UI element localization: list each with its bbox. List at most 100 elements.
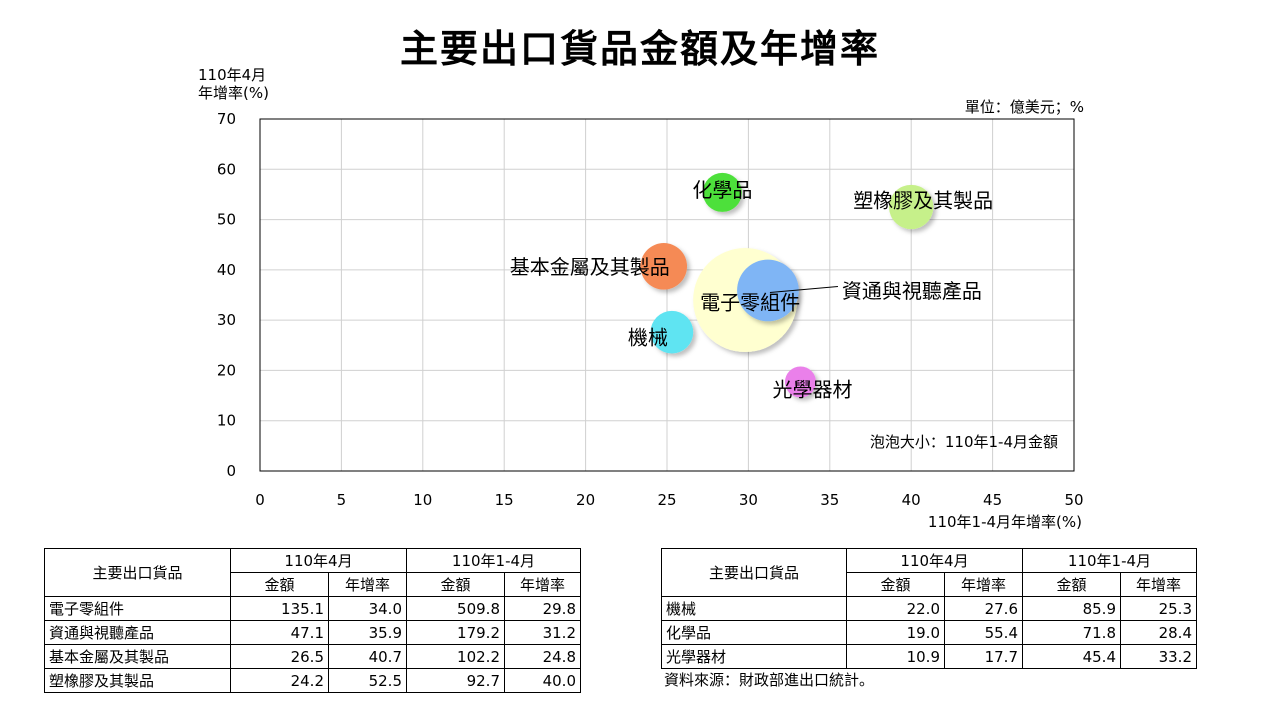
x-tick-label: 30	[739, 491, 758, 509]
y-tick-label: 60	[217, 160, 236, 178]
product-name-cell: 資通與視聽產品	[44, 620, 231, 645]
bubble-label: 光學器材	[772, 377, 852, 401]
y-tick-label: 0	[226, 462, 236, 480]
month-growth-cell: 52.5	[328, 668, 407, 693]
ytd-growth-cell: 31.2	[504, 620, 581, 645]
x-tick-label: 35	[820, 491, 839, 509]
table-row: 基本金屬及其製品 26.5 40.7 102.2 24.8	[44, 644, 581, 669]
x-tick-label: 10	[413, 491, 432, 509]
bubble	[702, 172, 742, 212]
month-growth-cell: 40.7	[328, 644, 407, 669]
bubble-label: 基本金屬及其製品	[510, 255, 670, 279]
table-right-col-growth: 年增率	[1120, 572, 1197, 597]
month-amount-cell: 135.1	[230, 596, 329, 621]
product-name-cell: 基本金屬及其製品	[44, 644, 231, 669]
table-left-col-growth: 年增率	[504, 572, 581, 597]
table-right-header-name: 主要出口貨品	[661, 548, 847, 597]
ytd-amount-cell: 85.9	[1022, 596, 1121, 621]
y-tick-label: 20	[217, 361, 236, 379]
y-axis-label-line2: 年增率(%)	[198, 84, 269, 102]
ytd-amount-cell: 179.2	[406, 620, 505, 645]
table-left-col-growth: 年增率	[328, 572, 407, 597]
product-name-cell: 機械	[661, 596, 847, 621]
table-row: 電子零組件 135.1 34.0 509.8 29.8	[44, 596, 581, 621]
product-name-cell: 光學器材	[661, 644, 847, 669]
table-right-group1: 110年4月	[846, 548, 1023, 573]
ytd-amount-cell: 102.2	[406, 644, 505, 669]
x-tick-label: 25	[657, 491, 676, 509]
y-tick-label: 10	[217, 412, 236, 430]
y-tick-label: 30	[217, 311, 236, 329]
ytd-growth-cell: 29.8	[504, 596, 581, 621]
month-amount-cell: 47.1	[230, 620, 329, 645]
product-name-cell: 塑橡膠及其製品	[44, 668, 231, 693]
bubble	[737, 259, 799, 322]
table-right-group2: 110年1-4月	[1022, 548, 1197, 573]
month-growth-cell: 35.9	[328, 620, 407, 645]
x-tick-label: 0	[255, 491, 265, 509]
plot-frame	[259, 118, 1075, 472]
bubble-label: 塑橡膠及其製品	[853, 189, 993, 213]
bubble-layer	[640, 172, 934, 398]
table-right-col-amount: 金額	[846, 572, 945, 597]
table-right: 主要出口貨品 110年4月 110年1-4月 金額 年增率 金額 年增率 機械 2…	[661, 548, 1197, 669]
month-amount-cell: 26.5	[230, 644, 329, 669]
ytd-growth-cell: 33.2	[1120, 644, 1197, 669]
table-row: 塑橡膠及其製品 24.2 52.5 92.7 40.0	[44, 668, 581, 693]
month-growth-cell: 34.0	[328, 596, 407, 621]
table-row: 資通與視聽產品 47.1 35.9 179.2 31.2	[44, 620, 581, 645]
bubble	[650, 310, 694, 354]
bubble-label: 機械	[628, 326, 668, 350]
table-left-header-name: 主要出口貨品	[44, 548, 231, 597]
table-left-col-amount: 金額	[230, 572, 329, 597]
grid-layer	[260, 119, 1074, 471]
y-tick-label: 40	[217, 261, 236, 279]
y-axis-label: 110年4月 年增率(%)	[198, 66, 269, 102]
table-row: 光學器材 10.9 17.7 45.4 33.2	[661, 644, 1197, 669]
product-name-cell: 電子零組件	[44, 596, 231, 621]
month-amount-cell: 22.0	[846, 596, 945, 621]
ytd-growth-cell: 28.4	[1120, 620, 1197, 645]
x-tick-label: 5	[337, 491, 347, 509]
month-growth-cell: 55.4	[944, 620, 1023, 645]
ytd-growth-cell: 24.8	[504, 644, 581, 669]
table-left-group1: 110年4月	[230, 548, 407, 573]
x-tick-label: 50	[1064, 491, 1083, 509]
month-amount-cell: 10.9	[846, 644, 945, 669]
table-right-col-amount: 金額	[1022, 572, 1121, 597]
table-right-col-growth: 年增率	[944, 572, 1023, 597]
ytd-growth-cell: 40.0	[504, 668, 581, 693]
month-amount-cell: 19.0	[846, 620, 945, 645]
chart-title: 主要出口貨品金額及年增率	[399, 27, 880, 71]
tick-layer: 0 5 10 15 20 25 30 35 40 45 50 0 10 20 30 40 50 60 70	[217, 110, 1084, 509]
ytd-amount-cell: 509.8	[406, 596, 505, 621]
month-growth-cell: 27.6	[944, 596, 1023, 621]
source-note: 資料來源：財政部進出口統計。	[664, 671, 875, 689]
label-leader-line	[769, 285, 838, 293]
x-tick-label: 45	[983, 491, 1002, 509]
ytd-amount-cell: 92.7	[406, 668, 505, 693]
ytd-amount-cell: 71.8	[1022, 620, 1121, 645]
bubble-size-note: 泡泡大小：110年1-4月金額	[870, 433, 1058, 451]
unit-note: 單位：億美元；%	[964, 98, 1084, 116]
table-left-col-amount: 金額	[406, 572, 505, 597]
y-axis-label-line1: 110年4月	[198, 66, 267, 84]
bubble-label: 電子零組件	[700, 291, 800, 315]
ytd-amount-cell: 45.4	[1022, 644, 1121, 669]
month-amount-cell: 24.2	[230, 668, 329, 693]
table-left-group2: 110年1-4月	[406, 548, 581, 573]
x-tick-label: 40	[902, 491, 921, 509]
bubble	[889, 184, 934, 230]
product-name-cell: 化學品	[661, 620, 847, 645]
y-tick-label: 70	[217, 110, 236, 128]
month-growth-cell: 17.7	[944, 644, 1023, 669]
y-tick-label: 50	[217, 211, 236, 229]
x-tick-label: 20	[576, 491, 595, 509]
x-axis-label: 110年1-4月年增率(%)	[927, 513, 1082, 531]
bubble-chart: 0 5 10 15 20 25 30 35 40 45 50 0 10 20 30 40 50 60 70 電子零組…	[217, 110, 1084, 509]
x-tick-label: 15	[495, 491, 514, 509]
table-row: 化學品 19.0 55.4 71.8 28.4	[661, 620, 1197, 645]
bubble-label: 化學品	[692, 178, 752, 202]
bubble	[784, 366, 817, 398]
